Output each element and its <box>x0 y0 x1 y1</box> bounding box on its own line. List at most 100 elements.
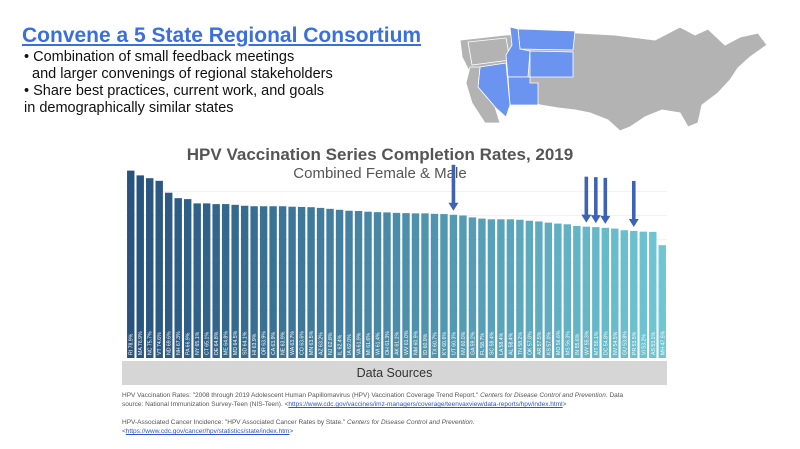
bar <box>421 213 429 358</box>
arrow-marker <box>600 177 611 224</box>
bar-label: MN 63.5% <box>309 330 315 355</box>
bar <box>554 223 562 358</box>
source-1-org: Centers for Disease Control and Preventi… <box>480 392 606 399</box>
bar <box>335 209 344 358</box>
bar-label: IL 62.4% <box>338 334 344 355</box>
bar-label: NY 65.1% <box>195 331 201 355</box>
bar-label: SD 64.1% <box>243 331 249 355</box>
chart-title: HPV Vaccination Series Completion Rates,… <box>186 145 574 164</box>
bar <box>165 192 173 358</box>
source-1-link[interactable]: https://www.cdc.gov/vaccines/imz-manager… <box>288 401 563 408</box>
bar-label: MO 56.6% <box>556 330 562 355</box>
bar-label: FL 58.7% <box>480 333 486 355</box>
bar-label: VA 61.9% <box>357 332 363 355</box>
bar <box>506 219 515 358</box>
bar-label: AL 58.4% <box>508 332 514 355</box>
bar-label: NE 63.9% <box>281 331 287 355</box>
bar <box>278 206 287 358</box>
bar-label: AZ 63.2% <box>319 332 325 355</box>
bar-label: AR 57.5% <box>537 331 543 355</box>
arrow-marker <box>628 180 639 227</box>
bar <box>269 206 277 358</box>
source-1-text: HPV Vaccination Rates: "2008 through 201… <box>122 392 481 399</box>
bar <box>250 206 258 358</box>
bar <box>202 203 211 358</box>
bar-label: MS 56.3% <box>565 331 571 355</box>
bar <box>383 212 391 358</box>
bar-label: KS 57.0% <box>546 332 552 355</box>
bar <box>212 204 220 358</box>
arrow-marker <box>581 176 592 223</box>
bar <box>193 203 201 358</box>
bar-label: RI 78.9% <box>129 333 135 355</box>
bar-label: NV 60.0% <box>461 331 467 355</box>
bar <box>127 170 135 358</box>
bar-label: VT 74.6% <box>157 332 163 355</box>
bar <box>392 212 401 358</box>
bar-label: MT 55.1% <box>594 331 600 355</box>
bar-label: SC 58.4% <box>489 331 495 355</box>
bar <box>373 212 382 358</box>
bar <box>307 207 315 358</box>
bar <box>297 206 306 358</box>
bar <box>582 226 591 358</box>
bar-label: MI 61.6% <box>366 333 372 355</box>
bar <box>221 204 230 358</box>
source-2-suffix: . <box>472 419 475 426</box>
bar-label: WA 63.7% <box>290 331 296 355</box>
map-state-california <box>465 66 501 124</box>
chart-subtitle: Combined Female & Male <box>293 165 467 182</box>
bar <box>136 175 144 358</box>
bar <box>364 211 372 358</box>
bar-label: WV 61.0% <box>404 330 410 355</box>
bar-label: CA 63.9% <box>271 332 277 355</box>
data-sources-bar: Data Sources <box>122 361 667 385</box>
bar-label: NH 67.3% <box>176 331 182 355</box>
bar-label: HI 63.9% <box>252 333 258 355</box>
bar-label: GU 53.8% <box>622 331 628 355</box>
bar <box>430 213 439 358</box>
bar <box>440 214 448 358</box>
bar <box>620 230 628 358</box>
bar-label: OK 57.8% <box>527 331 533 355</box>
bar-label: MD 64.5% <box>233 330 239 355</box>
bar <box>354 210 363 358</box>
bar-label: AK 61.1% <box>395 332 401 355</box>
bar <box>231 204 239 358</box>
bullet-line-4: in demographically similar states <box>24 100 234 116</box>
source-2-end: > <box>289 428 294 435</box>
bar <box>174 198 182 358</box>
bar-label: WY 55.3% <box>584 330 590 355</box>
bar <box>478 218 486 358</box>
bar-label: LA 58.4% <box>499 332 505 355</box>
bar <box>240 205 249 358</box>
slide-title: Convene a 5 State Regional Consortium <box>22 24 422 47</box>
source-2: HPV-Associated Cancer Incidence: "HPV As… <box>122 419 475 426</box>
bar <box>573 225 581 358</box>
bar <box>402 213 410 358</box>
bar <box>592 227 600 358</box>
bar-label: VI 53.2% <box>641 334 647 355</box>
bar <box>449 214 458 358</box>
bar-label: OH 61.3% <box>385 331 391 355</box>
bar <box>601 227 610 358</box>
bar-label: UT 60.3% <box>451 332 457 355</box>
bar <box>146 178 154 358</box>
source-2-text: HPV-Associated Cancer Incidence: "HPV As… <box>122 419 348 426</box>
bar <box>288 206 296 358</box>
source-1-end: > <box>562 401 567 408</box>
bar-label: ID 60.9% <box>423 333 429 355</box>
arrow-marker <box>448 164 459 211</box>
bar <box>468 217 477 358</box>
bar-label: ME 64.8% <box>224 331 230 355</box>
bar-label: CO 63.6% <box>300 331 306 355</box>
arrow-marker <box>590 177 601 224</box>
source-2-link[interactable]: https://www.cdc.gov/cancer/hpv/statistic… <box>125 428 290 435</box>
bar-label: IA 62.0% <box>347 334 353 355</box>
source-2-line-2: <https://www.cdc.gov/cancer/hpv/statisti… <box>122 428 293 435</box>
us-map <box>459 26 768 132</box>
bar-label: KY 60.6% <box>442 332 448 355</box>
bar <box>345 210 353 358</box>
bar-label: DC 54.8% <box>603 331 609 355</box>
